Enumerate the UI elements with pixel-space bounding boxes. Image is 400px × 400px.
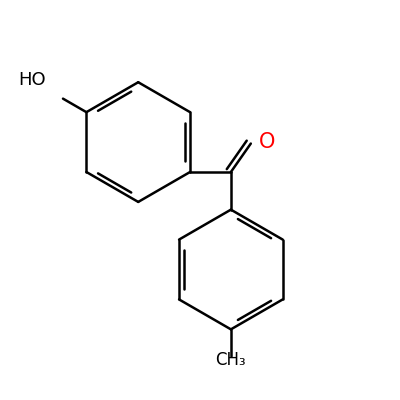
Text: O: O	[258, 132, 275, 152]
Text: CH₃: CH₃	[216, 351, 246, 369]
Text: HO: HO	[18, 71, 46, 89]
